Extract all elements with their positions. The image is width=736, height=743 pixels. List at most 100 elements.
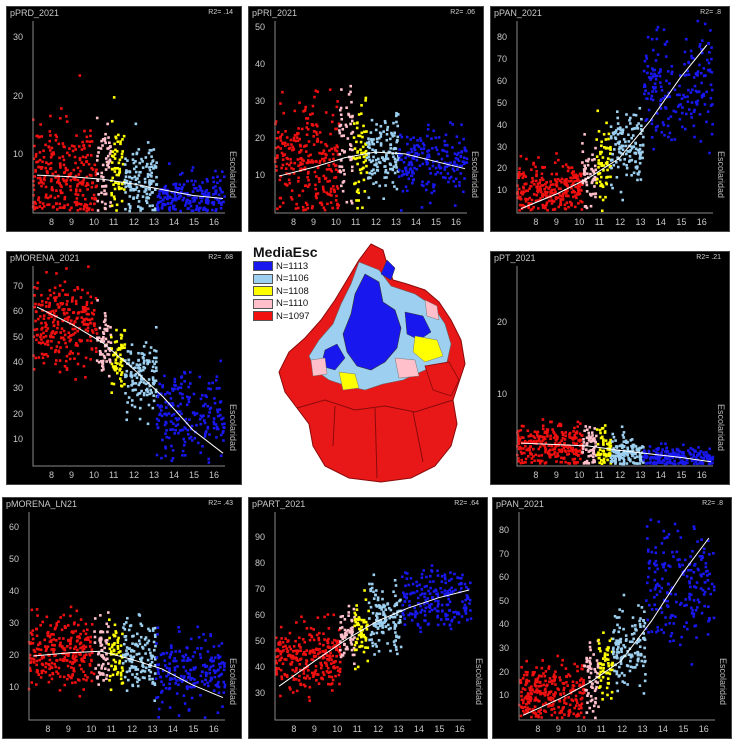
scatter-point <box>418 164 422 168</box>
scatter-point <box>74 651 78 655</box>
scatter-point <box>120 373 123 377</box>
scatter-point <box>328 88 332 92</box>
scatter-point <box>55 208 59 211</box>
scatter-point <box>199 647 203 650</box>
scatter-point <box>398 148 402 151</box>
scatter-point <box>362 618 366 622</box>
scatter-point <box>154 360 158 364</box>
r2-label: R2= .21 <box>696 254 721 261</box>
scatter-point <box>200 670 204 674</box>
scatter-point <box>583 461 587 464</box>
scatter-point <box>113 170 117 173</box>
scatter-point <box>281 641 285 644</box>
scatter-point <box>48 663 51 667</box>
scatter-point <box>639 446 643 450</box>
scatter-point <box>338 129 341 132</box>
scatter-point <box>587 462 591 465</box>
scatter-point <box>65 653 68 656</box>
scatter-point <box>97 193 100 196</box>
scatter-point <box>148 351 152 355</box>
scatter-point <box>375 589 378 592</box>
scatter-point <box>137 392 140 395</box>
scatter-point <box>110 119 114 123</box>
scatter-point <box>339 113 343 117</box>
scatter-point <box>608 445 612 449</box>
scatter-point <box>279 102 282 105</box>
scatter-point <box>404 167 407 170</box>
scatter-point <box>430 191 434 195</box>
scatter-point <box>579 438 583 442</box>
scatter-point <box>630 146 634 150</box>
scatter-point <box>134 165 138 169</box>
scatter-point <box>74 188 78 191</box>
scatter-point <box>63 683 67 687</box>
scatter-point <box>662 97 665 100</box>
scatter-point <box>550 199 554 202</box>
scatter-point <box>167 207 171 211</box>
r2-label: R2= .68 <box>208 254 233 261</box>
scatter-point <box>597 159 601 162</box>
scatter-point <box>681 125 684 129</box>
scatter-point <box>420 206 424 209</box>
scatter-point <box>343 643 346 646</box>
scatter-point <box>93 641 97 644</box>
scatter-point <box>219 206 223 210</box>
scatter-point <box>71 662 74 665</box>
scatter-point <box>659 68 662 71</box>
scatter-point <box>139 622 143 626</box>
scatter-point <box>91 331 95 334</box>
scatter-point <box>143 638 147 641</box>
scatter-point <box>702 451 705 454</box>
scatter-point <box>182 196 186 200</box>
scatter-point <box>170 387 174 391</box>
scatter-point <box>599 184 602 188</box>
scatter-point <box>128 669 131 673</box>
scatter-point <box>155 656 159 659</box>
scatter-point <box>211 381 214 385</box>
scatter-point <box>127 647 131 650</box>
x-tick-label: 13 <box>149 470 160 480</box>
scatter-point <box>61 302 65 305</box>
scatter-point <box>608 452 612 455</box>
scatter-point <box>58 643 62 647</box>
scatter-point <box>106 122 109 126</box>
scatter-point <box>661 121 665 124</box>
scatter-point <box>182 694 186 698</box>
scatter-point <box>683 460 687 464</box>
scatter-point <box>80 161 84 164</box>
scatter-point <box>329 187 333 191</box>
scatter-point <box>143 643 147 647</box>
scatter-point <box>107 165 111 169</box>
scatter-point <box>151 365 155 369</box>
scatter-point <box>32 188 36 192</box>
scatter-point <box>689 49 693 53</box>
scatter-point <box>158 190 161 193</box>
scatter-point <box>312 672 315 676</box>
scatter-point <box>645 455 649 458</box>
scatter-point <box>104 337 108 341</box>
scatter-point <box>419 137 422 140</box>
scatter-point <box>172 183 175 186</box>
scatter-point <box>599 152 602 156</box>
scatter-point <box>40 669 44 673</box>
scatter-point <box>146 422 150 426</box>
scatter-point <box>42 182 45 185</box>
scatter-point <box>97 663 100 667</box>
scatter-point <box>537 199 541 202</box>
scatter-point <box>453 204 457 207</box>
scatter-point <box>276 655 280 658</box>
scatter-point <box>64 293 67 297</box>
scatter-point <box>212 689 216 692</box>
scatter-point <box>123 343 127 346</box>
scatter-point <box>34 683 38 686</box>
scatter-point <box>189 427 193 431</box>
scatter-point <box>363 190 367 193</box>
scatter-point <box>179 209 182 213</box>
scatter-point <box>66 203 70 207</box>
scatter-point <box>128 195 132 198</box>
scatter-point <box>372 573 376 577</box>
scatter-point <box>186 191 189 195</box>
scatter-point <box>299 167 302 171</box>
scatter-point <box>214 379 218 382</box>
scatter-point <box>450 175 453 179</box>
